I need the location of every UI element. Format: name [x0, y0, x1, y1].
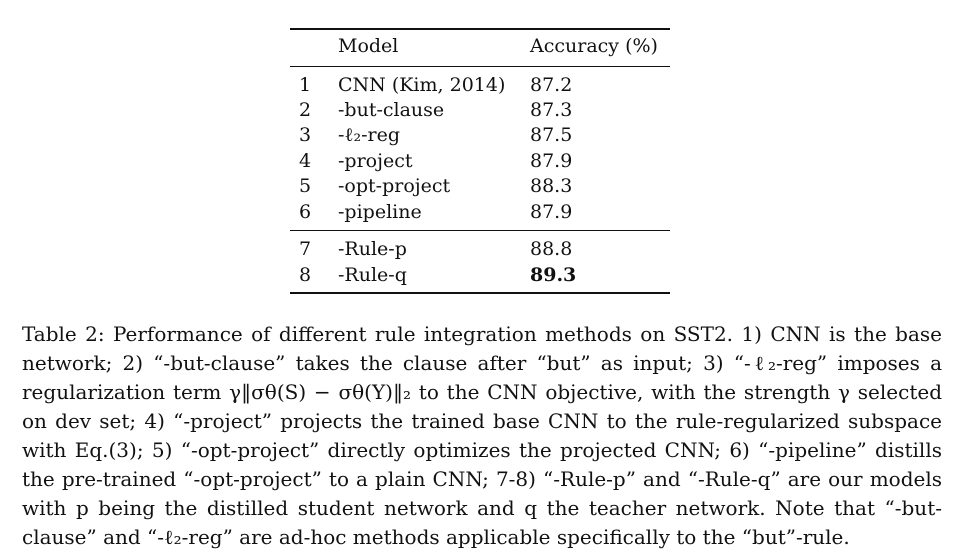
table-caption: Table 2: Performance of different rule i… [22, 322, 942, 549]
row-model: -opt-project [338, 175, 451, 197]
row-index: 5 [298, 175, 312, 197]
table-row: 8 -Rule-q 89.3 [290, 262, 670, 288]
row-index: 4 [298, 150, 312, 172]
row-accuracy: 88.3 [530, 175, 573, 197]
row-model: -pipeline [338, 201, 422, 223]
table-row: 3 -ℓ₂-reg 87.5 [290, 122, 670, 148]
row-accuracy: 87.9 [530, 150, 573, 172]
table-row: 6 -pipeline 87.9 [290, 199, 670, 225]
table-row: 5 -opt-project 88.3 [290, 173, 670, 199]
row-accuracy: 87.5 [530, 124, 573, 146]
table-group-rule [290, 230, 670, 231]
table-row: 4 -project 87.9 [290, 148, 670, 174]
row-index: 2 [298, 99, 312, 121]
row-accuracy: 87.9 [530, 201, 573, 223]
row-model: CNN (Kim, 2014) [338, 74, 506, 96]
table-header-rule [290, 66, 670, 67]
row-accuracy-best: 89.3 [530, 264, 577, 286]
row-index: 7 [298, 238, 312, 260]
row-accuracy: 88.8 [530, 238, 573, 260]
row-model: -Rule-q [338, 264, 407, 286]
row-index: 3 [298, 124, 312, 146]
row-model: -but-clause [338, 99, 445, 121]
header-accuracy: Accuracy (%) [530, 35, 658, 57]
header-model: Model [338, 35, 399, 57]
table-bottom-rule [290, 292, 670, 294]
row-accuracy: 87.3 [530, 99, 573, 121]
row-index: 8 [298, 264, 312, 286]
row-model: -project [338, 150, 413, 172]
row-index: 6 [298, 201, 312, 223]
row-accuracy: 87.2 [530, 74, 573, 96]
table-header-row: Model Accuracy (%) [290, 33, 670, 59]
row-index: 1 [298, 74, 312, 96]
table-row: 2 -but-clause 87.3 [290, 97, 670, 123]
row-model: -ℓ₂-reg [338, 124, 401, 146]
table-row: 1 CNN (Kim, 2014) 87.2 [290, 72, 670, 98]
table-top-rule [290, 28, 670, 30]
table-row: 7 -Rule-p 88.8 [290, 236, 670, 262]
row-model: -Rule-p [338, 238, 407, 260]
